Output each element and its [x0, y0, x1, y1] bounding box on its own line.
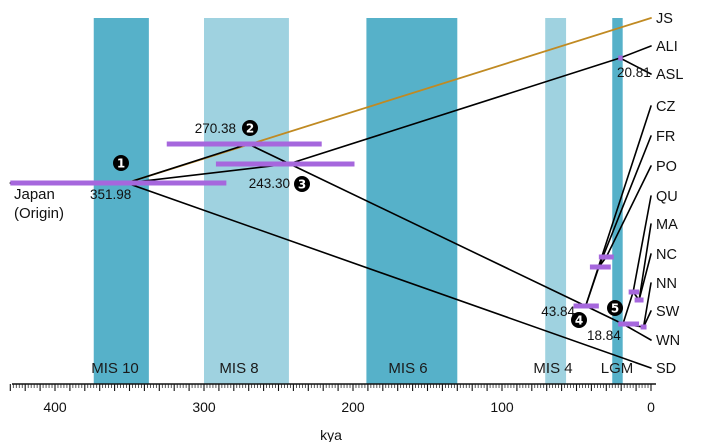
branch-sd	[125, 182, 652, 369]
node-marker-number-n1: 1	[117, 156, 125, 170]
node-marker-number-n5: 5	[611, 301, 619, 315]
band-label-mis-6: MIS 6	[388, 360, 427, 377]
branch-sw	[642, 310, 652, 328]
tree-branches	[9, 17, 652, 369]
branch-qu	[632, 195, 652, 293]
tip-label-js: JS	[656, 11, 673, 27]
origin-label: Japan	[14, 186, 55, 203]
x-tick-label: 100	[490, 399, 514, 415]
x-tick-label: 400	[43, 399, 67, 415]
band-label-mis-8: MIS 8	[219, 360, 258, 377]
tip-label-po: PO	[656, 159, 677, 175]
ci-bars	[10, 55, 647, 330]
ci-bar-n3	[215, 161, 355, 167]
branch-n1-n3	[125, 163, 290, 184]
node-marker-n2	[242, 120, 258, 136]
ci-bar-n_c	[628, 289, 640, 295]
branch-po	[605, 165, 652, 258]
band-mis-10	[93, 18, 149, 384]
band-label-lgm: LGM	[601, 360, 634, 377]
tip-label-qu: QU	[656, 189, 678, 205]
tree-labels: MIS 10 MIS 8 MIS 6 MIS 4 LGM JS ALI ASL CZ FR PO QU…	[14, 11, 683, 377]
node-marker-n1	[113, 155, 129, 171]
branch-n2-n4	[247, 143, 587, 307]
node-age-n4: 43.84	[541, 304, 575, 319]
tip-label-nc: NC	[656, 247, 677, 263]
tip-label-ma: MA	[656, 217, 678, 233]
x-axis-label: kya	[320, 427, 342, 442]
tip-label-sw: SW	[656, 304, 680, 320]
node-age-n5: 18.84	[587, 328, 621, 343]
branch-n1-n2	[125, 143, 249, 184]
band-mis-8	[204, 18, 289, 384]
mis-bands	[93, 18, 623, 384]
node-marker-n3	[294, 176, 310, 192]
ci-bar-n_d	[634, 297, 644, 303]
node-age-n_asl: 20.81	[617, 65, 651, 80]
node-marker-n4	[571, 312, 587, 328]
branch-nc	[638, 253, 652, 301]
branch-n3-ali	[287, 57, 621, 165]
node-age-n3: 243.30	[249, 176, 290, 191]
node-marker-n5	[607, 300, 623, 316]
tip-label-ali: ALI	[656, 39, 678, 55]
ci-bar-n4	[573, 303, 599, 309]
tip-label-wn: WN	[656, 333, 680, 349]
branch-n4-n5	[584, 305, 624, 325]
node-age-n2: 270.38	[195, 121, 236, 136]
node-marker-number-n4: 4	[575, 313, 583, 327]
band-label-mis-4: MIS 4	[533, 360, 572, 377]
band-mis-4	[545, 18, 567, 384]
x-tick-label: 300	[192, 399, 216, 415]
time-axis: 400 300 200 100 0 kya	[9, 383, 656, 442]
ci-bar-n5	[618, 321, 640, 327]
branch-n4-a	[584, 266, 600, 307]
node-marker-number-n2: 2	[246, 121, 254, 135]
ci-bar-n_a	[589, 264, 611, 270]
x-tick-label: 0	[647, 399, 655, 415]
branch-asl	[619, 57, 652, 75]
ci-bar-n_b	[598, 254, 614, 260]
band-mis-6	[366, 18, 458, 384]
tip-label-cz: CZ	[656, 99, 675, 115]
ci-bar-n1	[10, 180, 227, 186]
tip-label-asl: ASL	[656, 67, 683, 83]
tip-label-sd: SD	[656, 361, 676, 377]
branch-fr	[598, 135, 652, 268]
branch-wn	[622, 323, 652, 341]
node-age-n1: 351.98	[90, 187, 131, 202]
ci-bar-n2	[166, 141, 322, 147]
x-tick-label: 200	[341, 399, 365, 415]
branch-n5-c	[622, 291, 634, 325]
ci-bar-n_e	[640, 324, 647, 330]
tip-label-nn: NN	[656, 276, 677, 292]
tip-label-fr: FR	[656, 129, 675, 145]
branch-nn	[642, 282, 652, 328]
node-marker-number-n3: 3	[298, 177, 306, 191]
branch-ali	[619, 45, 652, 59]
band-label-mis-10: MIS 10	[91, 360, 139, 377]
ci-bar-n_asl	[618, 55, 623, 61]
branch-ma	[638, 223, 652, 301]
origin-label-sub: (Origin)	[14, 205, 64, 222]
band-lgm	[612, 18, 623, 384]
